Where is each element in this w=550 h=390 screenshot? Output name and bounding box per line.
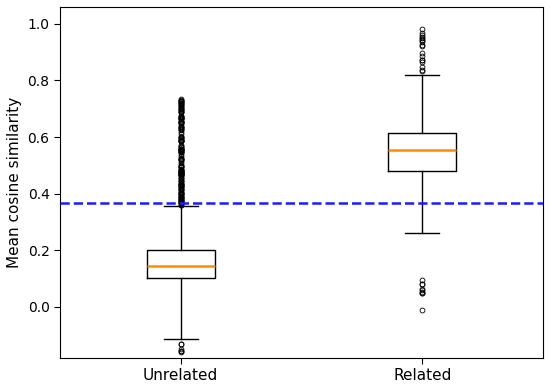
Y-axis label: Mean cosine similarity: Mean cosine similarity bbox=[7, 97, 22, 268]
